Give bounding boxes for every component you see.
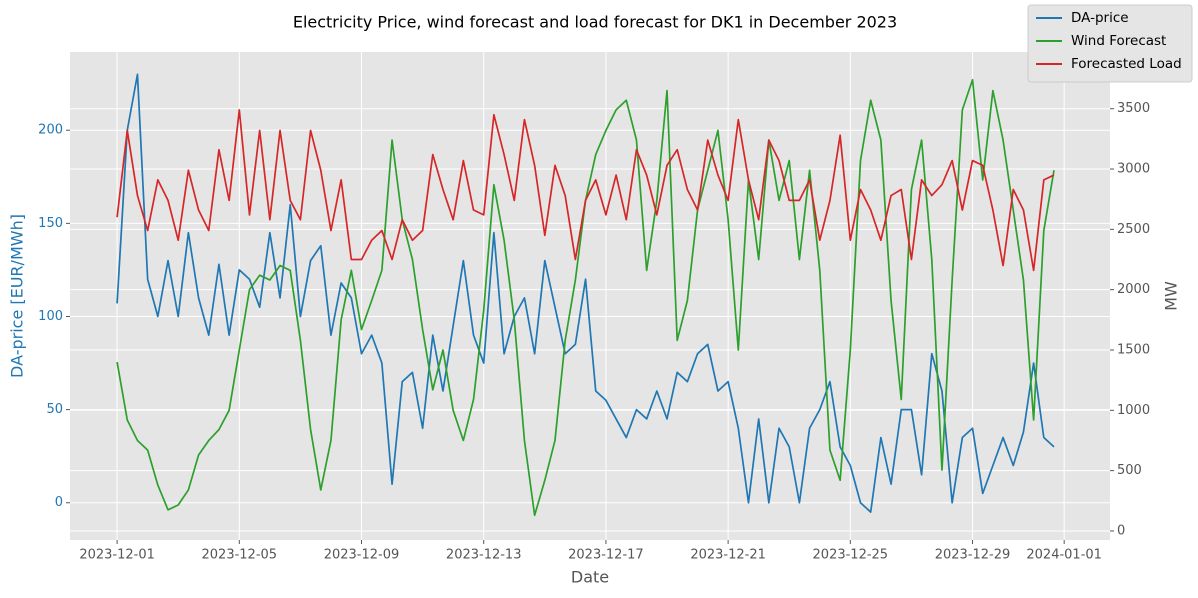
legend-box	[1027, 4, 1193, 83]
y2-tick-label: 2000	[1117, 282, 1150, 297]
series-line	[116, 73, 1055, 513]
y2-tick-label: 1500	[1117, 342, 1150, 357]
legend-label: Forecasted Load	[1071, 56, 1182, 72]
lines	[116, 73, 1055, 517]
series-line	[116, 109, 1055, 272]
axes: 2023-12-01 2023-12-05 2023-12-09 2023-12-13…	[38, 101, 1150, 562]
y2-tick-label: 2500	[1117, 222, 1150, 237]
plot-area	[70, 52, 1110, 540]
y2-tick-label: 500	[1117, 463, 1142, 478]
grid	[70, 52, 1110, 540]
x-tick-label: 2023-12-13	[446, 548, 522, 563]
x-tick-label: 2023-12-29	[935, 548, 1011, 563]
x-tick-label: 2023-12-05	[202, 548, 278, 563]
x-tick-label: 2024-01-01	[1026, 548, 1102, 563]
chart-title: Electricity Price, wind forecast and loa…	[293, 13, 897, 32]
y-tick-label: 50	[46, 402, 63, 417]
x-axis-label: Date	[571, 568, 609, 587]
y-tick-label: 150	[38, 216, 63, 231]
x-tick-label: 2023-12-17	[568, 548, 644, 563]
legend-label: DA-price	[1071, 10, 1129, 26]
legend-label: Wind Forecast	[1071, 33, 1166, 49]
x-tick-label: 2023-12-21	[690, 548, 766, 563]
x-tick-label: 2023-12-09	[324, 548, 400, 563]
y2-axis-label: MW	[1162, 281, 1181, 311]
legend: DA-price Wind Forecast Forecasted Load	[1027, 4, 1193, 83]
x-tick-label: 2023-12-01	[79, 548, 155, 563]
y-axis-label: DA-price [EUR/MWh]	[8, 214, 27, 378]
x-tick-label: 2023-12-25	[813, 548, 889, 563]
y-tick-label: 100	[38, 309, 63, 324]
y-tick-label: 200	[38, 123, 63, 138]
y2-tick-label: 1000	[1117, 403, 1150, 418]
y-tick-label: 0	[55, 495, 63, 510]
y2-tick-label: 0	[1117, 523, 1125, 538]
y2-tick-label: 3000	[1117, 162, 1150, 177]
y2-tick-label: 3500	[1117, 101, 1150, 116]
